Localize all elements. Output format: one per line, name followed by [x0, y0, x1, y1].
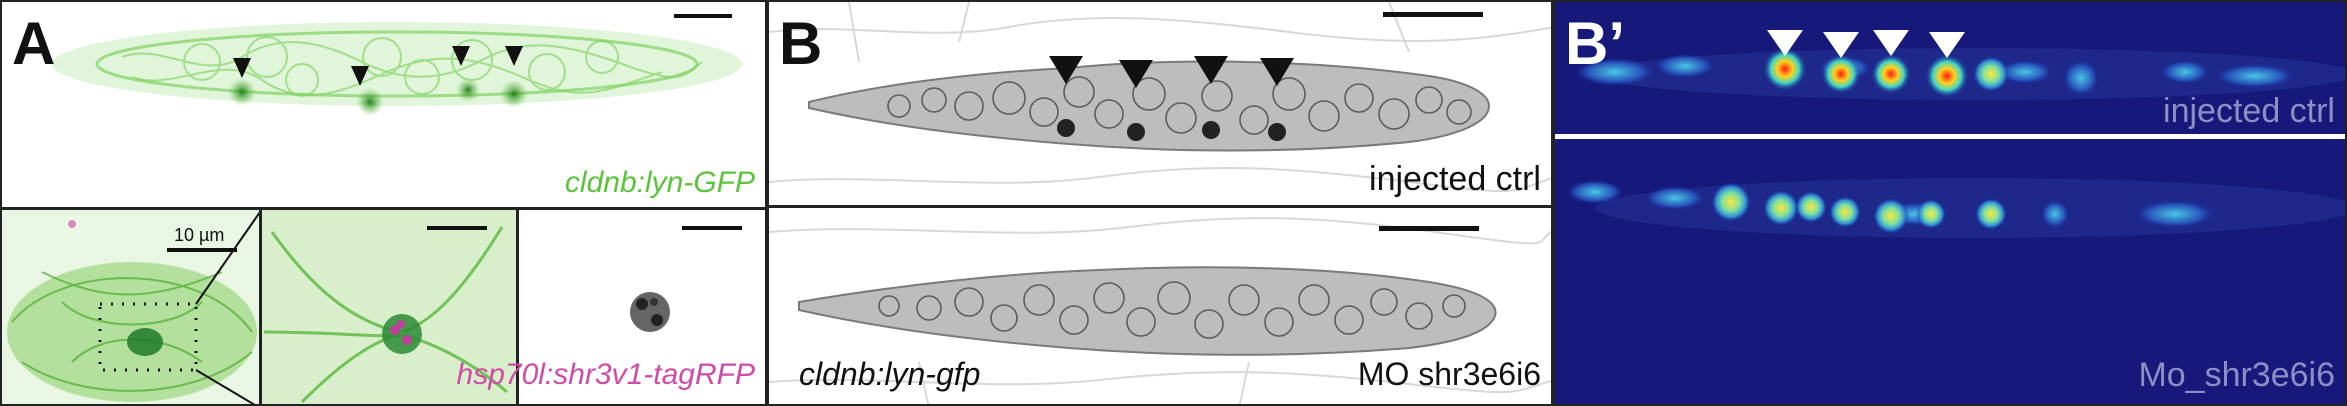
panel-a-primordium — [52, 22, 742, 116]
panel-b-bottom-left-caption: cldnb:lyn-gfp — [799, 356, 981, 392]
arrowhead-icon — [1119, 60, 1153, 88]
panel-a-inset-left — [2, 210, 261, 404]
arrowhead-icon — [1823, 32, 1859, 58]
arrowhead-icon — [1767, 30, 1803, 56]
panel-b-primordium-bottom — [798, 266, 1497, 356]
rosette-center — [456, 78, 480, 102]
panel-b-image — [769, 2, 1551, 404]
panel-a-top-caption: cldnb:lyn-GFP — [564, 166, 755, 199]
scale-bar — [167, 248, 237, 252]
panel-a-inset-right — [519, 210, 765, 404]
arrowhead-icon — [1873, 30, 1909, 56]
panel-b-prime-divider — [1555, 134, 2345, 139]
scale-bar — [674, 14, 732, 18]
scale-bar — [1379, 226, 1479, 231]
panel-b-prime-heatmap — [1555, 30, 2345, 238]
panel-label: A — [12, 10, 56, 77]
rosette-center — [500, 80, 528, 108]
panel-a-image — [2, 14, 765, 404]
panel-a-bottom-caption: hsp70l:shr3v1-tagRFP — [456, 358, 755, 391]
panel-b-top-caption: injected ctrl — [1369, 160, 1541, 198]
arrowhead-icon — [505, 46, 523, 66]
rosette-center — [356, 88, 384, 116]
arrowhead-icon — [452, 46, 470, 66]
scale-bar — [682, 226, 742, 230]
arrowhead-icon — [1194, 56, 1228, 84]
arrowhead-icon — [233, 58, 251, 78]
panel-b: B injected ctrl cldnb:lyn-gfp MO shr3e6i… — [767, 0, 1553, 406]
heatmap-top — [1575, 47, 2345, 100]
panel-b-prime-arrowheads — [1767, 30, 1965, 58]
arrowhead-icon — [351, 66, 369, 86]
panel-b-prime-top-caption: injected ctrl — [2163, 92, 2335, 130]
panel-b-primordium-top — [808, 60, 1491, 152]
scale-bar-label: 10 µm — [174, 225, 225, 245]
scale-bar — [1383, 12, 1483, 17]
scale-bar — [427, 226, 487, 230]
panel-b-prime: B’ injected ctrl Mo_shr3e6i6 — [1553, 0, 2347, 406]
panel-a-divider — [2, 207, 765, 210]
panel-label: B — [779, 10, 823, 77]
panel-b-arrowheads — [1049, 56, 1294, 88]
rosette-center — [228, 78, 256, 106]
arrowhead-icon — [1929, 32, 1965, 58]
panel-a: A cldnb:lyn-GFP 10 µm hsp70l:shr3v1-tagR… — [0, 0, 767, 406]
panel-b-prime-bottom-caption: Mo_shr3e6i6 — [2138, 356, 2335, 394]
heatmap-bottom — [1567, 178, 2345, 238]
panel-b-bottom-right-caption: MO shr3e6i6 — [1357, 356, 1541, 392]
arrowhead-icon — [1260, 58, 1294, 86]
panel-label: B’ — [1565, 10, 1625, 77]
arrowhead-icon — [1049, 56, 1083, 84]
panel-a-inset-middle — [262, 210, 517, 404]
panel-a-arrowheads — [233, 46, 523, 86]
